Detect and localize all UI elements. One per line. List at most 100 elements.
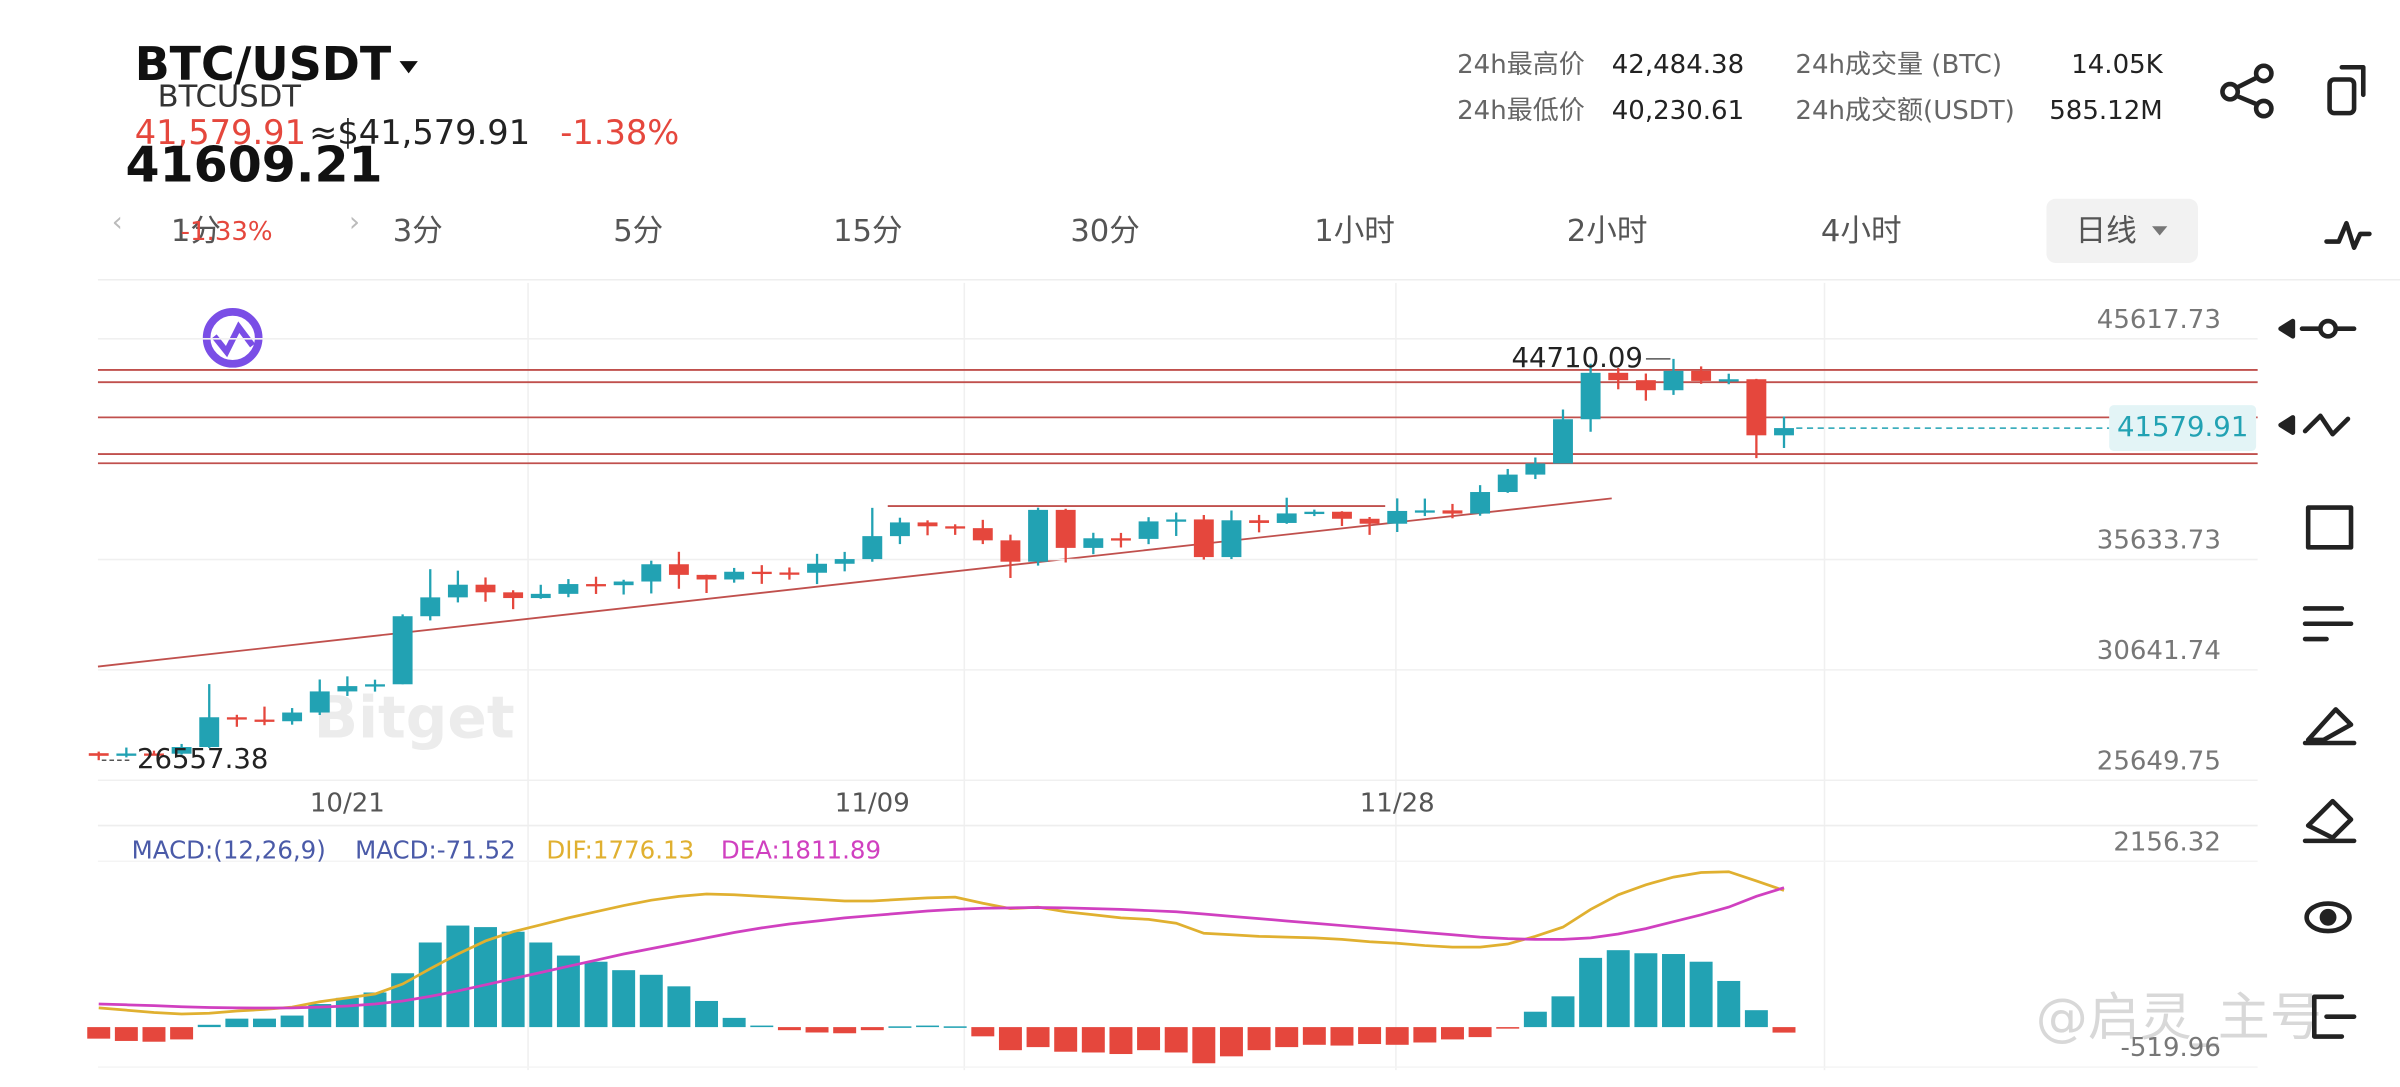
histogram-bar bbox=[722, 1017, 746, 1028]
stat-label: 24h成交额(USDT) bbox=[1795, 96, 2014, 126]
candle-body bbox=[945, 526, 966, 529]
candle-body bbox=[1414, 510, 1435, 513]
candle-body bbox=[1470, 492, 1491, 514]
x-tick-label: 10/21 bbox=[310, 789, 385, 819]
candle-body bbox=[1663, 370, 1684, 391]
histogram-bar bbox=[612, 970, 636, 1028]
y-tick-label: 25649.75 bbox=[2097, 746, 2221, 776]
histogram-bar bbox=[1496, 1027, 1520, 1029]
candle-body bbox=[1691, 370, 1712, 381]
tab-scroll-right[interactable]: › bbox=[349, 206, 360, 238]
candle-body bbox=[641, 564, 662, 582]
candle-body bbox=[1083, 538, 1104, 548]
candle-body bbox=[1497, 474, 1518, 493]
candle-body bbox=[1746, 379, 1767, 436]
tab-overlay: -1.33% bbox=[181, 217, 273, 247]
histogram-bar bbox=[639, 974, 663, 1028]
y-tick-label: 2156.32 bbox=[2113, 827, 2221, 857]
histogram-bar bbox=[860, 1027, 884, 1031]
histogram-bar bbox=[197, 1024, 221, 1028]
histogram-bar bbox=[1164, 1027, 1188, 1053]
candle-body bbox=[779, 572, 800, 575]
candle-body bbox=[420, 597, 441, 617]
candle-body bbox=[199, 717, 220, 748]
histogram-bar bbox=[363, 992, 387, 1028]
tab-scroll-left[interactable]: ‹ bbox=[112, 206, 123, 238]
timeframe-tab[interactable]: 15分 bbox=[833, 214, 903, 249]
drawn-lines bbox=[97, 369, 2258, 668]
histogram-bar bbox=[1081, 1027, 1105, 1053]
candle-body bbox=[88, 753, 109, 756]
histogram-bar bbox=[1662, 954, 1685, 1028]
histogram-bar bbox=[805, 1027, 829, 1033]
candle-body bbox=[1359, 518, 1380, 524]
tab-dropdown[interactable] bbox=[2152, 226, 2168, 236]
histogram-bar bbox=[971, 1027, 995, 1037]
usd-price: ≈$41,579.91 bbox=[309, 113, 530, 152]
y-tick-label: 30641.74 bbox=[2097, 636, 2221, 666]
candle-body bbox=[1525, 463, 1546, 475]
candle-body bbox=[558, 584, 579, 594]
macd-line bbox=[98, 870, 1785, 1016]
timeframe-tab[interactable]: 2小时 bbox=[1567, 214, 1648, 249]
candle-body bbox=[171, 747, 192, 754]
stat-value: 585.12M bbox=[2049, 96, 2162, 126]
histogram-bar bbox=[916, 1025, 940, 1028]
candle-body bbox=[365, 684, 385, 687]
candle-body bbox=[1332, 511, 1352, 519]
candle-body bbox=[724, 571, 745, 580]
timeframe-tab[interactable]: 30分 bbox=[1070, 214, 1140, 249]
histogram-bar bbox=[695, 1000, 719, 1028]
x-tick-label: 11/09 bbox=[835, 789, 910, 819]
y-tick-label: -519.96 bbox=[2121, 1033, 2221, 1063]
histogram-bar bbox=[1634, 953, 1658, 1028]
candle-body bbox=[309, 691, 330, 713]
candle-body bbox=[1553, 419, 1573, 464]
histogram-bar bbox=[1054, 1027, 1078, 1052]
histogram-bar bbox=[1302, 1027, 1326, 1045]
timeframe-tab[interactable]: 4小时 bbox=[1821, 214, 1902, 249]
timeframe-tab[interactable]: 5分 bbox=[613, 214, 663, 249]
candle-body bbox=[586, 584, 606, 587]
candle-body bbox=[1055, 509, 1076, 548]
toolbar[interactable] bbox=[2278, 318, 2357, 1039]
histogram-bar bbox=[1772, 1027, 1796, 1033]
histogram-bar bbox=[1247, 1027, 1271, 1051]
timeframe-tab[interactable]: 1小时 bbox=[1314, 214, 1395, 249]
candle-body bbox=[668, 564, 689, 575]
histogram-bar bbox=[1744, 1010, 1768, 1028]
indicator-icon[interactable] bbox=[2324, 220, 2372, 250]
candle-body bbox=[972, 528, 993, 541]
candle-body bbox=[337, 686, 358, 692]
histogram-bar bbox=[1606, 950, 1630, 1028]
y-tick-label: 35633.73 bbox=[2097, 526, 2221, 556]
y-tick-label: 45617.73 bbox=[2097, 305, 2221, 335]
histogram-bar bbox=[1440, 1027, 1464, 1040]
pair[interactable]: BTC/USDT bbox=[135, 37, 392, 91]
candle-body bbox=[1138, 521, 1159, 539]
tab-selected-bg bbox=[2046, 198, 2198, 263]
histogram-bar bbox=[1413, 1027, 1437, 1043]
stat-value: 40,230.61 bbox=[1612, 96, 1744, 126]
candle-body bbox=[530, 593, 551, 599]
timeframe-tab[interactable]: 3分 bbox=[393, 214, 443, 249]
switch-icon[interactable] bbox=[2327, 64, 2366, 116]
histogram-bar bbox=[1137, 1027, 1161, 1051]
histogram-bar bbox=[888, 1026, 912, 1028]
histogram-bar bbox=[584, 961, 608, 1028]
candle-body bbox=[889, 522, 910, 537]
histogram-bar bbox=[943, 1026, 967, 1028]
share-icon[interactable] bbox=[2220, 63, 2274, 119]
histogram-bar bbox=[1717, 980, 1741, 1028]
candle-body bbox=[503, 592, 524, 599]
candle-body bbox=[1635, 380, 1656, 391]
histogram-bar bbox=[474, 927, 497, 1028]
timeframe-tab[interactable]: 日线 bbox=[2076, 214, 2137, 249]
x-tick-label: 11/28 bbox=[1360, 789, 1435, 819]
histogram-bar bbox=[1689, 961, 1713, 1028]
timeframe-tab[interactable]: 1分 bbox=[171, 214, 221, 249]
candle-body bbox=[751, 571, 772, 575]
candle-body bbox=[834, 559, 855, 564]
pair-dropdown[interactable] bbox=[399, 61, 418, 74]
candle-body bbox=[226, 717, 247, 720]
